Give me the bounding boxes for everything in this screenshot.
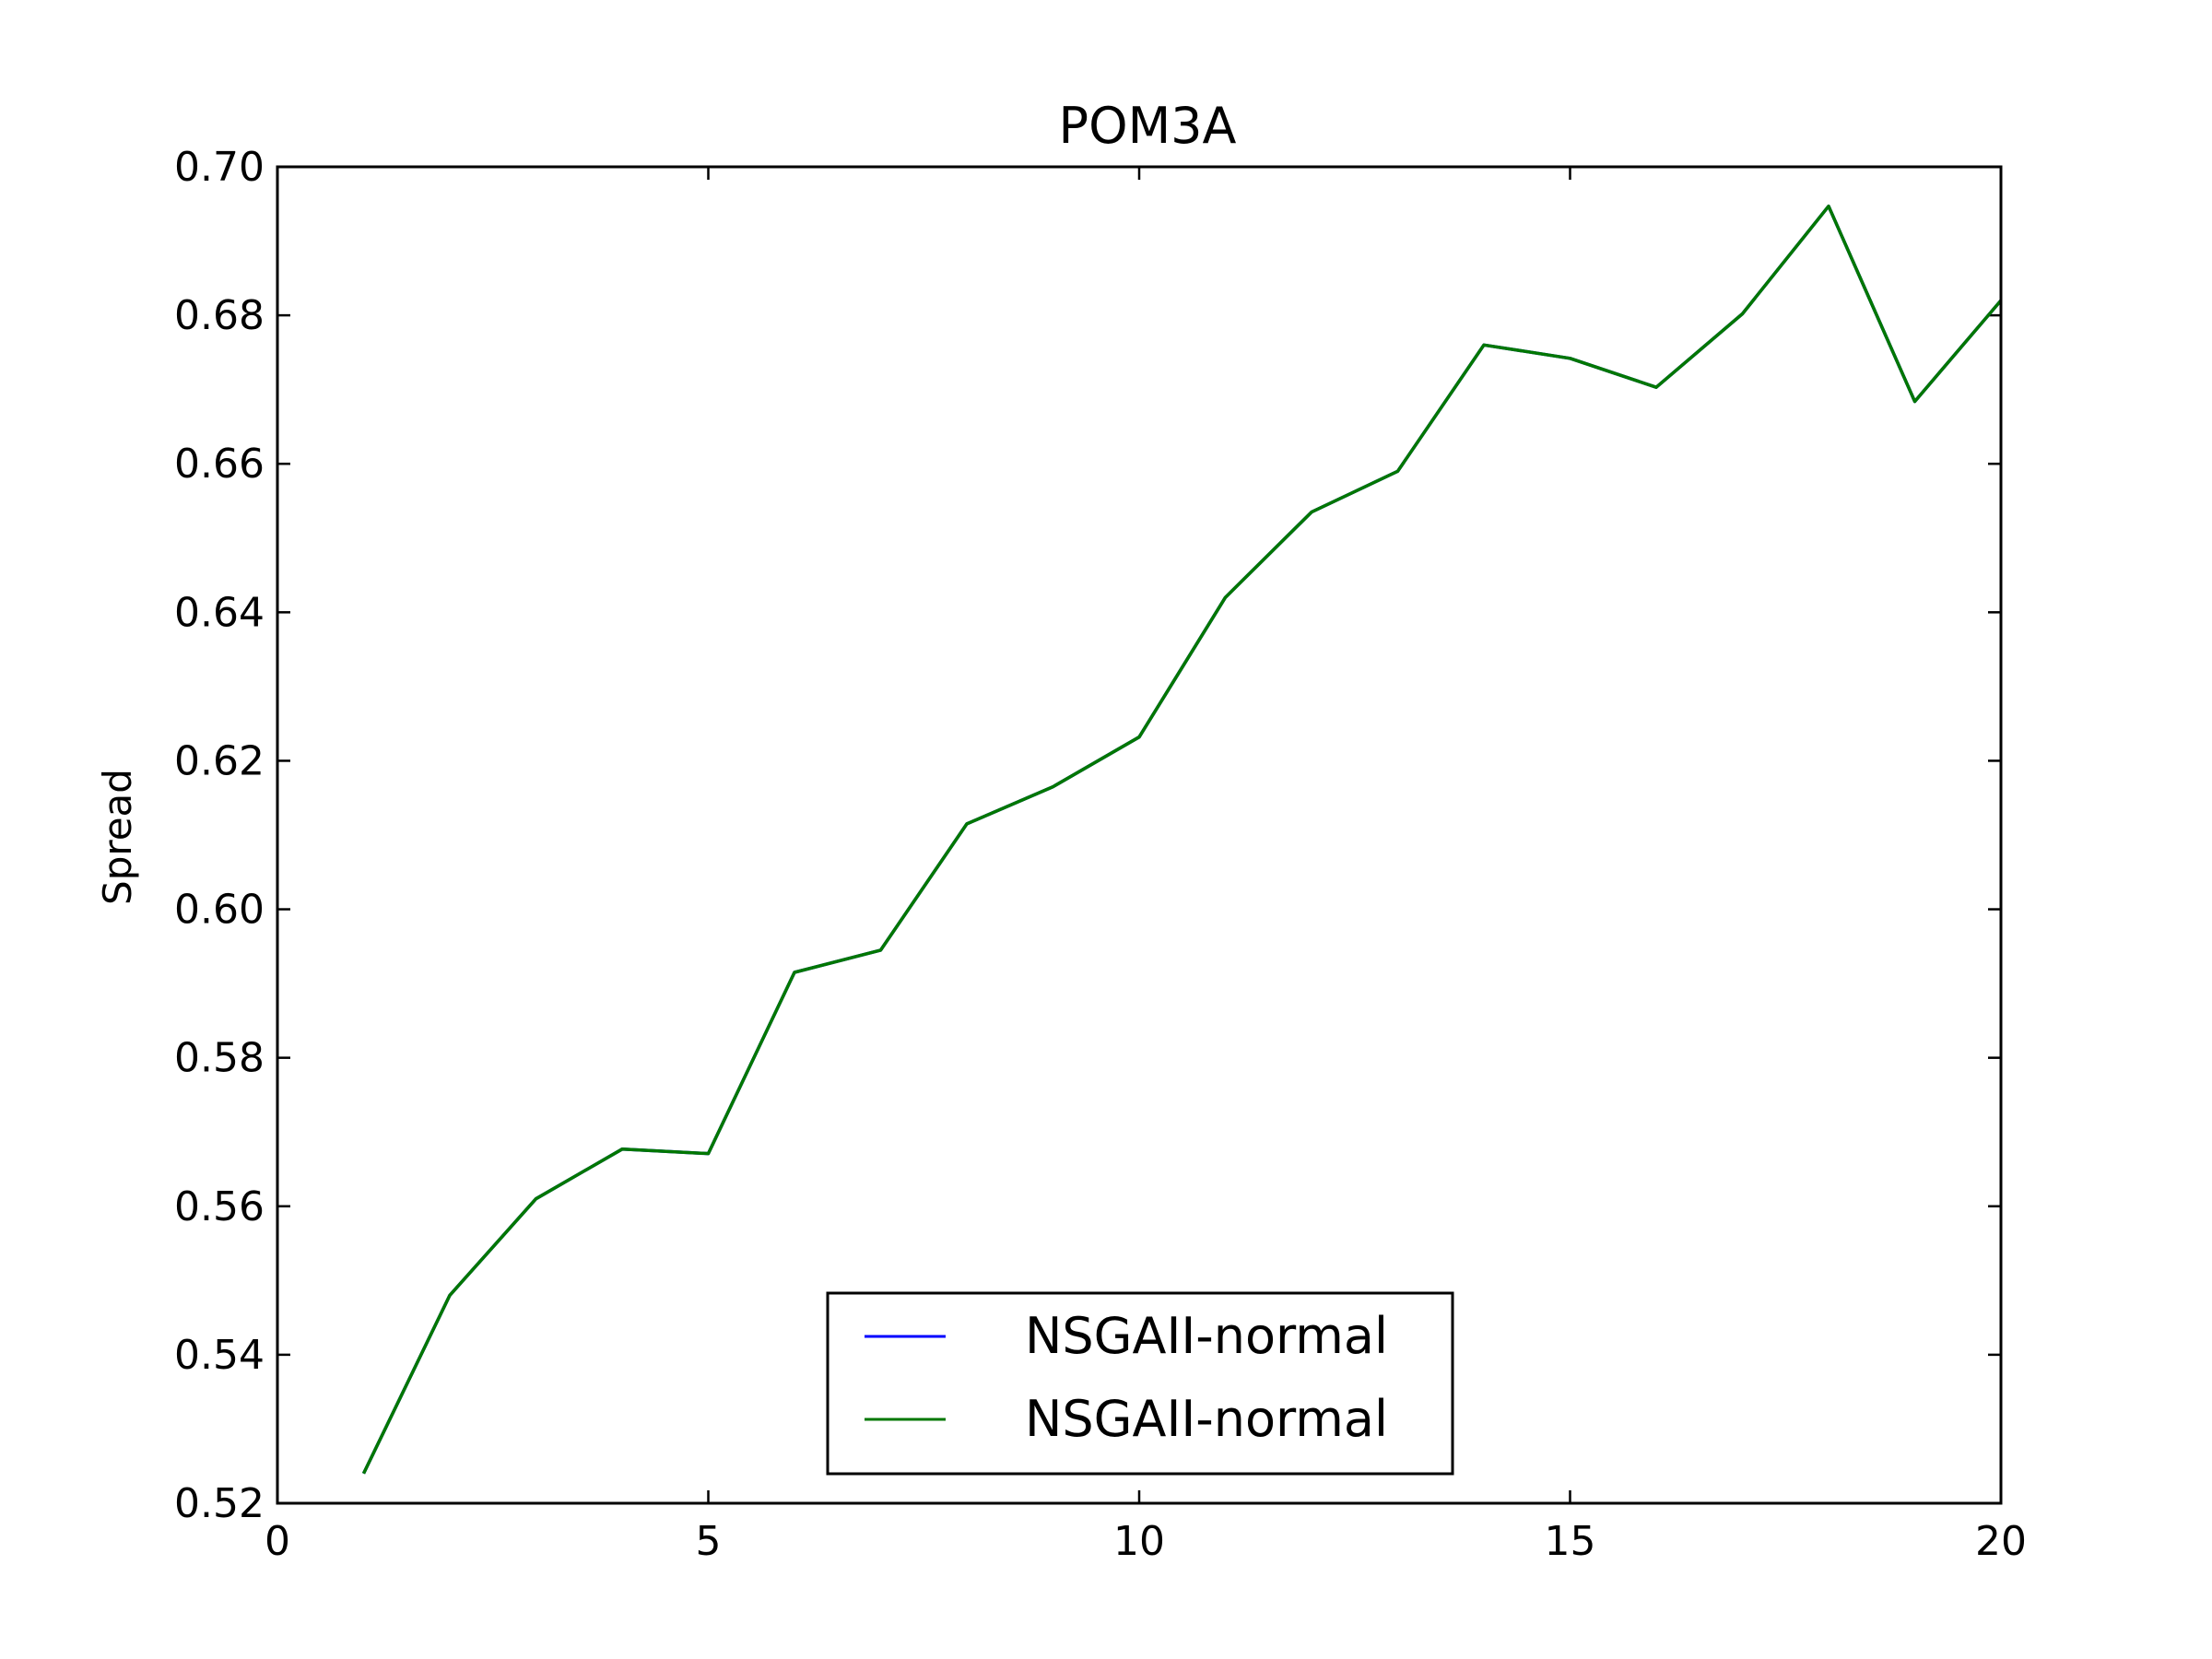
x-tick-label: 10 bbox=[1113, 1518, 1165, 1565]
y-axis-label: Spread bbox=[95, 769, 140, 905]
plot-frame bbox=[276, 165, 2003, 1505]
y-tick-label: 0.68 bbox=[174, 292, 265, 339]
legend-label-nsgaii-normal-blue: NSGAII-normal bbox=[1025, 1307, 1388, 1365]
y-tick-label: 0.58 bbox=[174, 1035, 265, 1082]
y-tick-label: 0.54 bbox=[174, 1332, 265, 1379]
series-lines bbox=[361, 204, 2003, 1475]
y-tick-label: 0.70 bbox=[174, 144, 265, 191]
legend-label-nsgaii-normal-green: NSGAII-normal bbox=[1025, 1390, 1388, 1448]
y-tick-label: 0.62 bbox=[174, 737, 265, 784]
y-tick-label: 0.52 bbox=[174, 1480, 265, 1527]
legend: NSGAII-normal NSGAII-normal bbox=[826, 1291, 1454, 1476]
y-tick-label: 0.56 bbox=[174, 1183, 265, 1230]
y-tick-label: 0.60 bbox=[174, 887, 265, 934]
y-tick-label: 0.66 bbox=[174, 441, 265, 488]
legend-box bbox=[826, 1291, 1454, 1476]
x-tick-label: 15 bbox=[1545, 1518, 1596, 1565]
chart-title: POM3A bbox=[1059, 97, 1237, 155]
x-tick-label: 5 bbox=[696, 1518, 722, 1565]
axis-ticks: 0 5 10 15 20 0.52 0.54 0.56 0.58 0.60 0.62 0.64 0.66… bbox=[174, 144, 2027, 1565]
x-tick-label: 0 bbox=[265, 1518, 290, 1565]
y-tick-label: 0.64 bbox=[174, 589, 265, 636]
series-line-1 bbox=[361, 204, 2003, 1475]
x-tick-label: 20 bbox=[1975, 1518, 2027, 1565]
